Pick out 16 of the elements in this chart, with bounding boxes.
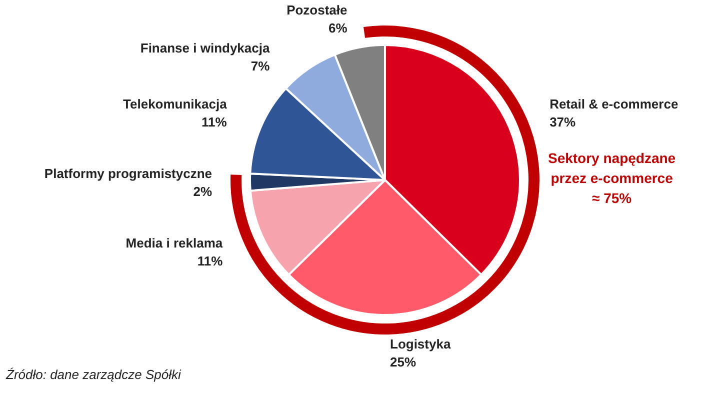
- slice-label: Media i reklama: [126, 235, 224, 250]
- data-label: 11%: [197, 253, 224, 268]
- slice-label: Pozostałe: [286, 2, 348, 18]
- slice-label: Finanse i windykacja: [140, 40, 270, 56]
- data-label: 37%: [550, 114, 576, 130]
- data-label: 6%: [328, 20, 348, 36]
- slice-label: Platformy programistyczne: [44, 166, 212, 182]
- slice-label: Retail & e-commerce: [550, 96, 678, 112]
- slice-label: Logistyka: [390, 336, 452, 352]
- data-label: 7%: [250, 58, 270, 74]
- data-label: 11%: [202, 114, 228, 130]
- slice-label: Telekomunikacja: [123, 96, 228, 112]
- data-label: 25%: [390, 354, 416, 370]
- text: Źródło: dane zarządcze Spółki: [5, 367, 182, 382]
- data-label: 2%: [193, 184, 212, 200]
- text: Sektory napędzane przez e-commerce ≈ 75%: [548, 150, 676, 206]
